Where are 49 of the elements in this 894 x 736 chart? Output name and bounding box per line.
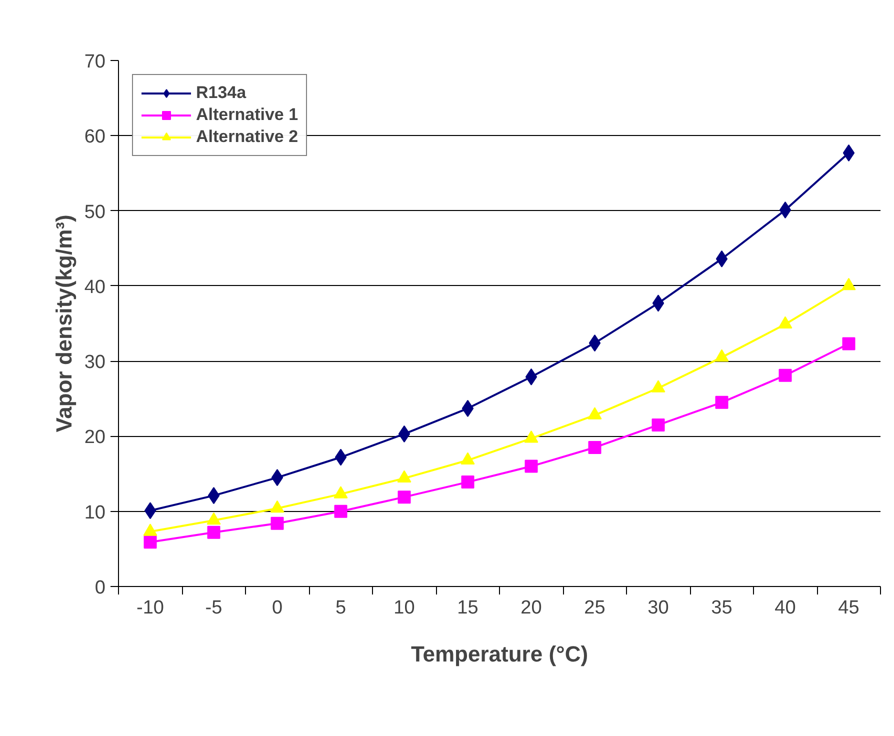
point	[525, 368, 538, 386]
x-tick-label: 40	[774, 598, 796, 618]
x-tick-label: -10	[136, 598, 164, 618]
point	[778, 368, 792, 382]
x-tick-label: -5	[205, 598, 222, 618]
point	[144, 536, 157, 549]
point	[652, 418, 665, 432]
point	[588, 334, 601, 352]
x-tick-label: 45	[838, 598, 860, 618]
point	[461, 476, 474, 489]
y-tick-label: 30	[84, 352, 106, 374]
point	[779, 202, 792, 219]
y-tick-label: 20	[84, 427, 106, 448]
x-tick-label: 0	[272, 598, 283, 618]
x-tick-label: 20	[520, 598, 542, 618]
point	[524, 460, 538, 473]
point	[334, 448, 347, 466]
x-tick-label: 30	[648, 598, 669, 618]
point	[270, 516, 284, 530]
point	[652, 294, 664, 312]
point	[144, 502, 156, 520]
legend-label: Alternative 2	[196, 127, 298, 147]
y-tick-label: 70	[84, 52, 106, 72]
point	[398, 490, 411, 504]
y-tick-label: 40	[84, 276, 106, 298]
x-tick-label: 15	[457, 598, 478, 618]
point	[208, 487, 220, 504]
point	[271, 469, 284, 486]
point	[842, 337, 856, 350]
point	[207, 526, 220, 539]
point	[588, 440, 602, 454]
legend-label: Alternative 1	[196, 105, 298, 125]
legend-label: R134a	[196, 83, 246, 103]
x-tick-label: 10	[394, 598, 415, 618]
point	[842, 144, 855, 162]
y-tick-label: 60	[84, 126, 106, 148]
point	[715, 396, 728, 409]
x-axis-title: Temperature (°C)	[410, 642, 588, 666]
point	[334, 504, 348, 518]
y-tick-label: 0	[94, 578, 106, 598]
y-tick-label: 10	[84, 502, 106, 524]
y-tick-label: 50	[84, 202, 106, 223]
point	[398, 425, 410, 442]
x-tick-label: 5	[335, 598, 346, 618]
x-tick-label: 25	[584, 598, 606, 618]
point	[716, 250, 728, 268]
y-axis-title: Vapor density(kg/m³)	[51, 214, 76, 432]
x-tick-label: 35	[711, 598, 732, 618]
point	[462, 400, 474, 417]
